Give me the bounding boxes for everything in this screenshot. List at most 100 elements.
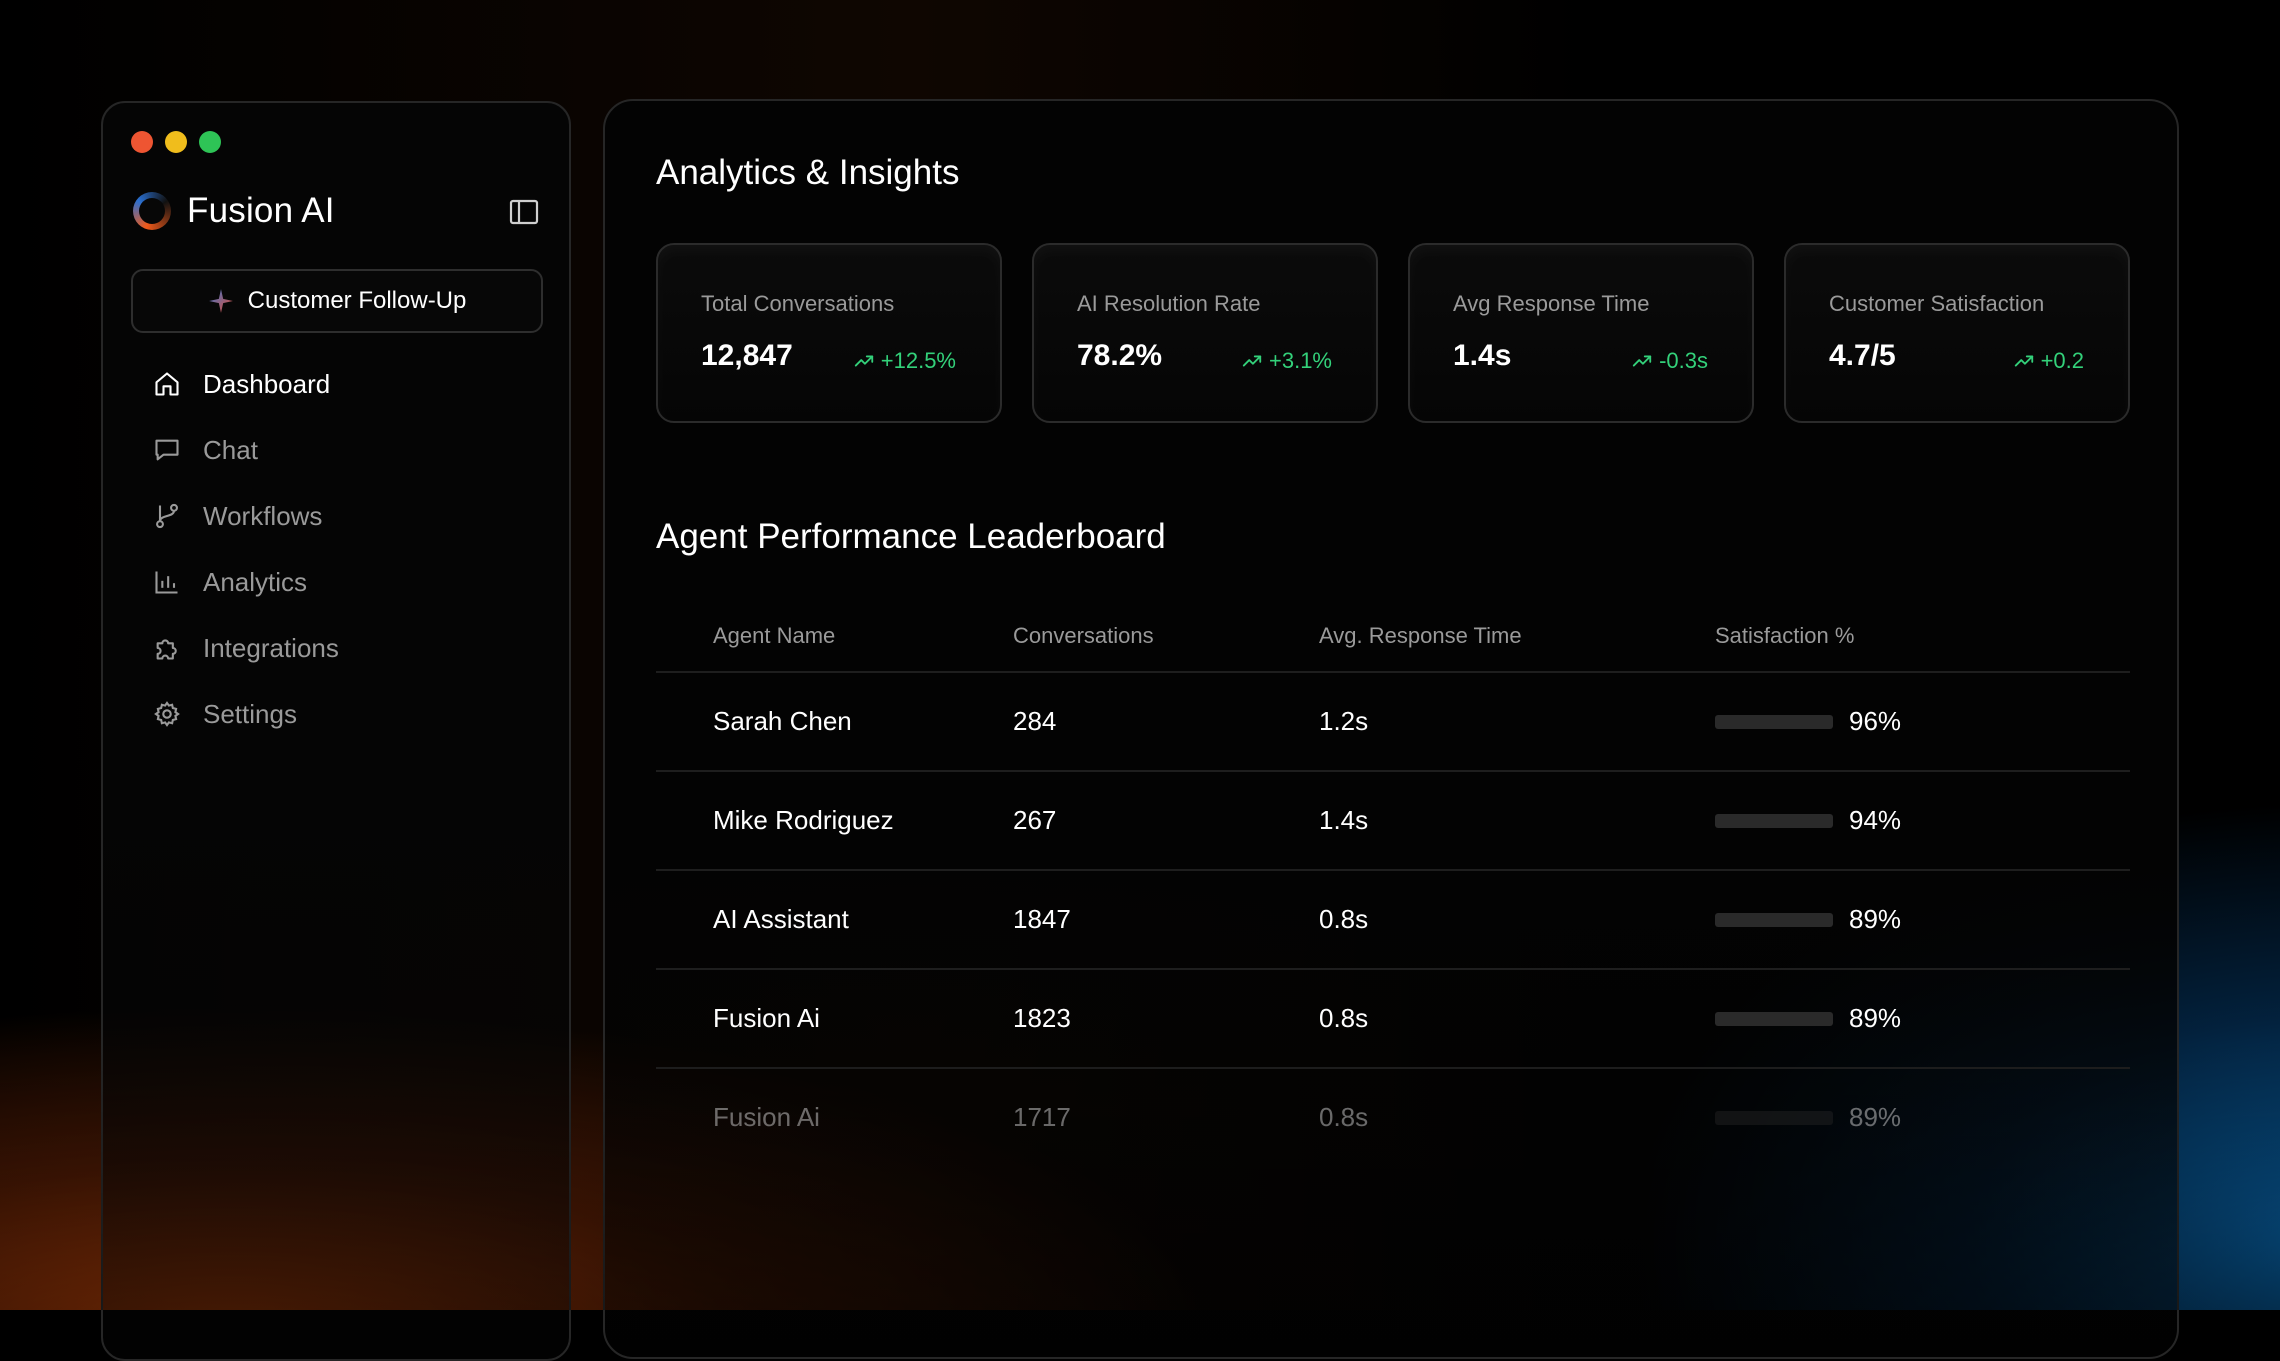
avg-response-time: 0.8s <box>1319 904 1369 934</box>
satisfaction-value: 89% <box>1849 1003 1902 1033</box>
trending-up-icon <box>2014 355 2033 367</box>
sidebar: Fusion AI Customer Follow-Up Dashboard <box>101 101 571 1361</box>
maximize-window-button[interactable] <box>199 131 221 153</box>
fusion-logo-icon <box>133 192 171 230</box>
kpi-label: Avg Response Time <box>1453 291 1650 316</box>
kpi-value: 12,847 <box>701 339 793 372</box>
column-header-avg-response-time[interactable]: Avg. Response Time <box>1319 623 1522 648</box>
kpi-trend-value: +3.1% <box>1269 348 1332 373</box>
sidebar-item-analytics[interactable]: Analytics <box>153 549 339 615</box>
sparkle-icon <box>208 289 233 313</box>
satisfaction-cell: 89% <box>1715 904 2130 935</box>
conversations-count: 1847 <box>1013 904 1071 934</box>
sidebar-nav: Dashboard Chat Workflows Analytics <box>153 351 339 747</box>
trending-up-icon <box>1632 355 1652 367</box>
avg-response-time: 1.4s <box>1319 805 1369 835</box>
trending-up-icon <box>854 355 873 367</box>
column-header-conversations[interactable]: Conversations <box>1013 623 1154 648</box>
kpi-label: Customer Satisfaction <box>1829 291 2045 316</box>
kpi-trend: +12.5% <box>853 348 956 374</box>
satisfaction-bar <box>1715 1011 1833 1026</box>
kpi-trend-value: +12.5% <box>880 348 956 373</box>
column-header-agent-name[interactable]: Agent Name <box>713 623 836 648</box>
kpi-trend-value: +0.2 <box>2040 348 2084 373</box>
satisfaction-cell: 94% <box>1715 805 2130 836</box>
page-title: Analytics & Insights <box>656 153 960 192</box>
kpi-row: Total Conversations 12,847 +12.5% AI Res… <box>656 243 2130 423</box>
minimize-window-button[interactable] <box>165 131 187 153</box>
kpi-trend: +3.1% <box>1241 348 1332 374</box>
satisfaction-cell: 89% <box>1715 1102 2130 1133</box>
sidebar-item-workflows[interactable]: Workflows <box>153 483 339 549</box>
sidebar-item-integrations[interactable]: Integrations <box>153 615 339 681</box>
table-row[interactable]: Mike Rodriguez 267 1.4s 94% <box>656 772 2130 871</box>
conversations-count: 284 <box>1013 706 1057 736</box>
satisfaction-value: 96% <box>1849 706 1902 736</box>
table-row[interactable]: Fusion Ai 1717 0.8s 89% <box>656 1069 2130 1166</box>
table-row[interactable]: Fusion Ai 1823 0.8s 89% <box>656 970 2130 1069</box>
satisfaction-value: 89% <box>1849 904 1902 934</box>
window-controls <box>131 131 221 153</box>
bar-chart-icon <box>155 571 178 594</box>
kpi-label: AI Resolution Rate <box>1077 291 1261 316</box>
sidebar-item-label: Chat <box>203 434 258 465</box>
satisfaction-value: 89% <box>1849 1102 1902 1132</box>
column-header-satisfaction[interactable]: Satisfaction % <box>1715 623 1855 648</box>
kpi-card-avg-response-time: Avg Response Time 1.4s -0.3s <box>1408 243 1754 423</box>
satisfaction-cell: 96% <box>1715 706 2130 737</box>
cta-label: Customer Follow-Up <box>247 287 467 314</box>
avg-response-time: 1.2s <box>1319 706 1369 736</box>
conversations-count: 1823 <box>1013 1003 1071 1033</box>
satisfaction-value: 94% <box>1849 805 1902 835</box>
table-row[interactable]: AI Assistant 1847 0.8s 89% <box>656 871 2130 970</box>
chat-icon <box>155 439 179 461</box>
sidebar-item-chat[interactable]: Chat <box>153 417 339 483</box>
kpi-value: 78.2% <box>1077 339 1163 372</box>
sidebar-item-label: Dashboard <box>203 368 331 399</box>
gear-icon <box>154 701 180 727</box>
kpi-label: Total Conversations <box>701 291 895 316</box>
puzzle-icon <box>156 639 177 660</box>
close-window-button[interactable] <box>131 131 153 153</box>
kpi-trend: +0.2 <box>2013 348 2084 374</box>
sidebar-item-settings[interactable]: Settings <box>153 681 339 747</box>
kpi-card-total-conversations: Total Conversations 12,847 +12.5% <box>656 243 1002 423</box>
customer-follow-up-button[interactable]: Customer Follow-Up <box>131 269 543 333</box>
sidebar-item-label: Analytics <box>203 566 308 597</box>
satisfaction-bar <box>1715 1110 1833 1125</box>
sidebar-item-dashboard[interactable]: Dashboard <box>153 351 339 417</box>
satisfaction-bar <box>1715 714 1833 729</box>
kpi-card-ai-resolution-rate: AI Resolution Rate 78.2% +3.1% <box>1032 243 1378 423</box>
sidebar-toggle-icon[interactable] <box>509 199 539 225</box>
table-header: Agent Name Conversations Avg. Response T… <box>656 601 2130 673</box>
avg-response-time: 0.8s <box>1319 1003 1369 1033</box>
agent-name: Sarah Chen <box>713 706 852 736</box>
satisfaction-bar <box>1715 813 1833 828</box>
agent-name: Fusion Ai <box>713 1102 820 1132</box>
avg-response-time: 0.8s <box>1319 1102 1369 1132</box>
trending-up-icon <box>1242 355 1262 367</box>
kpi-value: 4.7/5 <box>1829 339 1896 372</box>
agent-name: AI Assistant <box>713 904 849 934</box>
kpi-trend: -0.3s <box>1631 348 1708 374</box>
conversations-count: 1717 <box>1013 1102 1071 1132</box>
satisfaction-bar <box>1715 912 1833 927</box>
main-panel: Analytics & Insights Total Conversations… <box>603 99 2179 1359</box>
workflow-icon <box>156 503 178 529</box>
satisfaction-cell: 89% <box>1715 1003 2130 1034</box>
kpi-value: 1.4s <box>1453 339 1512 372</box>
sidebar-item-label: Settings <box>203 698 297 729</box>
table-row[interactable]: Sarah Chen 284 1.2s 96% <box>656 673 2130 772</box>
kpi-card-customer-satisfaction: Customer Satisfaction 4.7/5 +0.2 <box>1784 243 2130 423</box>
brand: Fusion AI <box>133 191 335 231</box>
app-name: Fusion AI <box>187 191 335 230</box>
agent-name: Mike Rodriguez <box>713 805 894 835</box>
sidebar-item-label: Integrations <box>203 632 339 663</box>
leaderboard-title: Agent Performance Leaderboard <box>656 517 1166 556</box>
conversations-count: 267 <box>1013 805 1057 835</box>
sidebar-item-label: Workflows <box>203 500 323 531</box>
leaderboard-table: Agent Name Conversations Avg. Response T… <box>656 601 2130 1166</box>
home-icon <box>155 372 179 396</box>
agent-name: Fusion Ai <box>713 1003 820 1033</box>
kpi-trend-value: -0.3s <box>1659 348 1708 373</box>
